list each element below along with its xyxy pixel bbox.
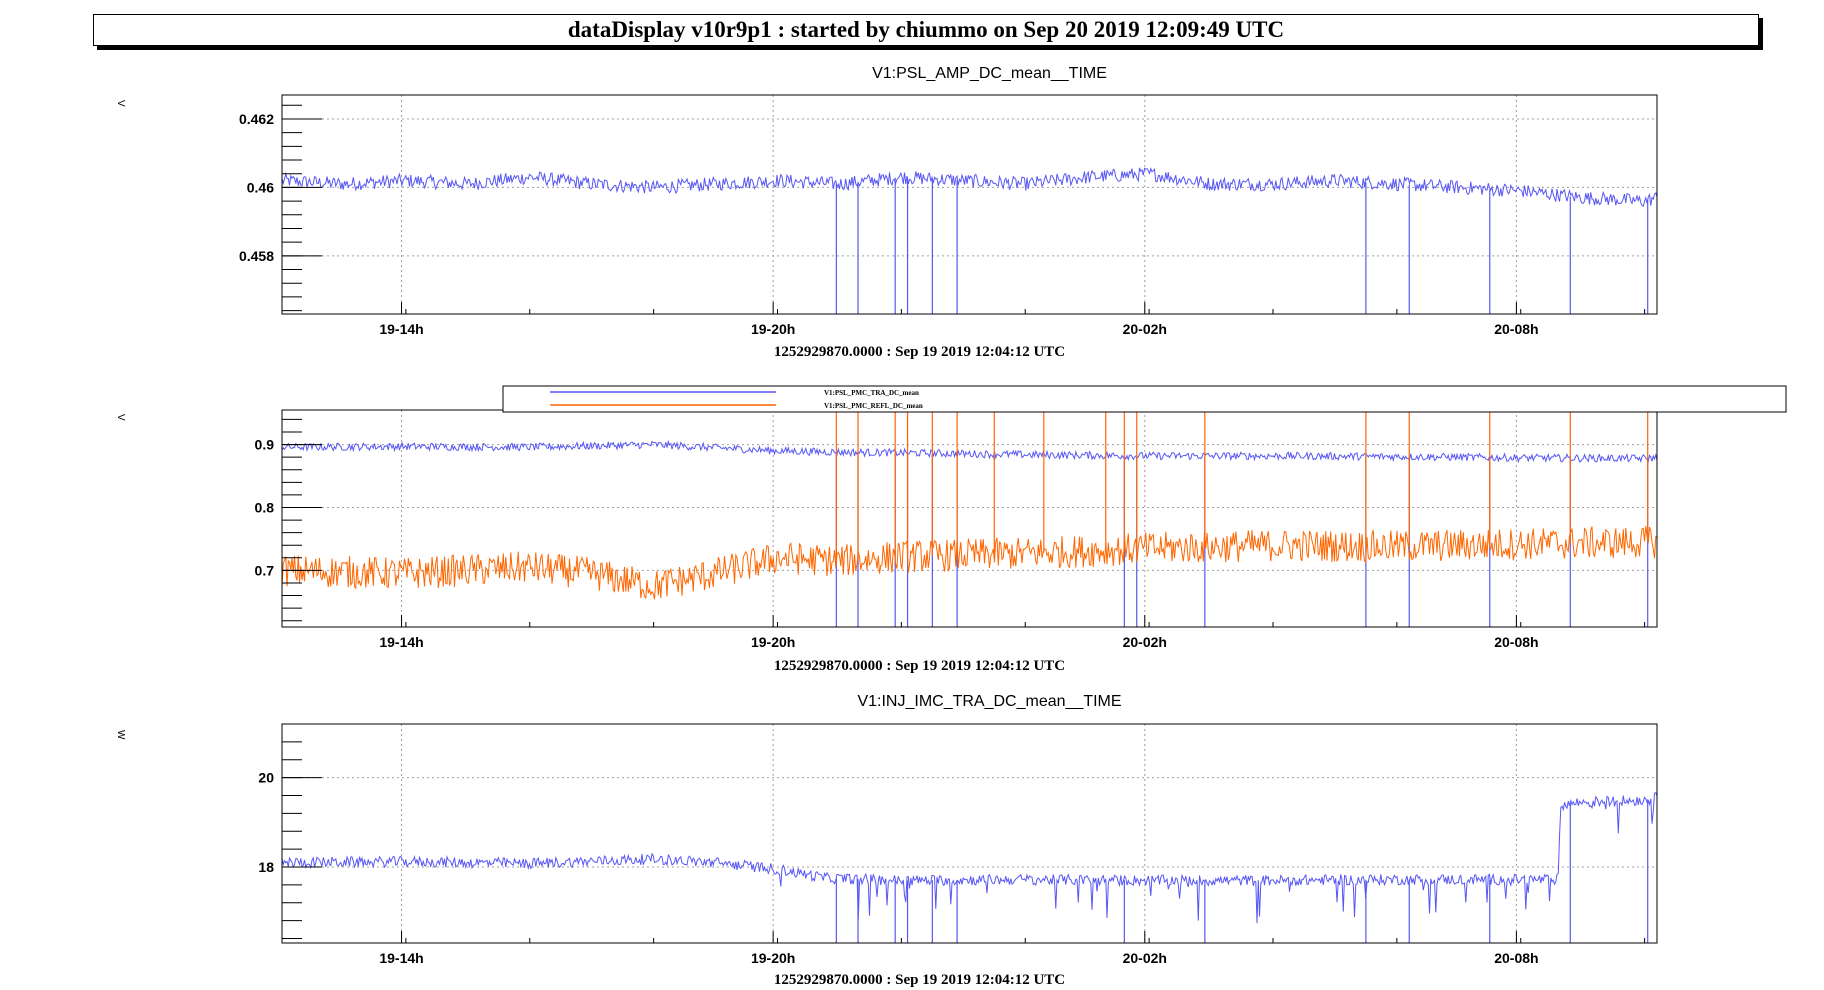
- chart2-xtick-label: 20-08h: [1494, 634, 1538, 650]
- chart3-ylabel: W: [115, 730, 126, 740]
- chart2-xtick-label: 19-20h: [751, 634, 795, 650]
- chart1-ylabel: V: [115, 100, 126, 107]
- chart2-xtick-label: 20-02h: [1123, 634, 1167, 650]
- chart3-series-line-1: [281, 792, 1658, 924]
- chart2-ytick-label: 0.7: [255, 562, 275, 578]
- chart1-frame: [281, 94, 1658, 315]
- chart1-ytick-label: 0.458: [239, 248, 274, 264]
- chart2-legend-label: V1:PSL_PMC_REFL_DC_mean: [824, 402, 923, 410]
- chart1-ytick-label: 0.462: [239, 111, 274, 127]
- chart2-xlabel: 1252929870.0000 : Sep 19 2019 12:04:12 U…: [774, 658, 1065, 674]
- chart2-group: 0.9 0.8 0.7 19-14h 19-20h 20-02h 20-08h V 125292…: [115, 385, 1787, 674]
- chart3-group: 20 18 19-14h 19-20h 20-02h 20-08h V1:INJ_IMC_T…: [115, 693, 1658, 988]
- chart3-xlabel: 1252929870.0000 : Sep 19 2019 12:04:12 U…: [774, 972, 1065, 988]
- chart2-ylabel: V: [115, 414, 126, 421]
- chart2-series-line-1: [281, 439, 1658, 464]
- chart1-title: V1:PSL_AMP_DC_mean__TIME: [872, 65, 1107, 82]
- chart2-legend: V1:PSL_PMC_TRA_DC_mean V1:PSL_PMC_REFL_DC…: [502, 385, 1787, 413]
- chart3-xtick-label: 19-14h: [379, 950, 423, 966]
- chart2-legend-label: V1:PSL_PMC_TRA_DC_mean: [824, 389, 919, 397]
- chart2-legend-box: [502, 385, 1787, 413]
- chart1-xtick-label: 20-08h: [1494, 321, 1538, 337]
- chart3-title: V1:INJ_IMC_TRA_DC_mean__TIME: [857, 693, 1121, 710]
- chart2-frame: [281, 409, 1658, 628]
- chart3-xtick-label: 20-02h: [1123, 950, 1167, 966]
- chart1-ytick-label: 0.46: [247, 179, 274, 195]
- chart3-xtick-label: 20-08h: [1494, 950, 1538, 966]
- chart1-series-line-1: [281, 166, 1658, 207]
- chart2-xtick-label: 19-14h: [379, 634, 423, 650]
- chart2-ytick-label: 0.9: [255, 437, 275, 453]
- chart1-xtick-label: 19-20h: [751, 321, 795, 337]
- window-title-box: dataDisplay v10r9p1 : started by chiummo…: [93, 14, 1759, 46]
- chart3-ytick-label: 18: [258, 859, 274, 875]
- chart3-frame: [281, 723, 1658, 944]
- chart3-xtick-label: 19-20h: [751, 950, 795, 966]
- chart2-series-line-2: [281, 525, 1658, 600]
- chart1-xtick-label: 20-02h: [1123, 321, 1167, 337]
- chart1-xtick-label: 19-14h: [379, 321, 423, 337]
- chart2-ytick-label: 0.8: [255, 499, 275, 515]
- chart1-xlabel: 1252929870.0000 : Sep 19 2019 12:04:12 U…: [774, 344, 1065, 360]
- window-title: dataDisplay v10r9p1 : started by chiummo…: [567, 17, 1285, 42]
- chart3-ytick-label: 20: [258, 770, 274, 786]
